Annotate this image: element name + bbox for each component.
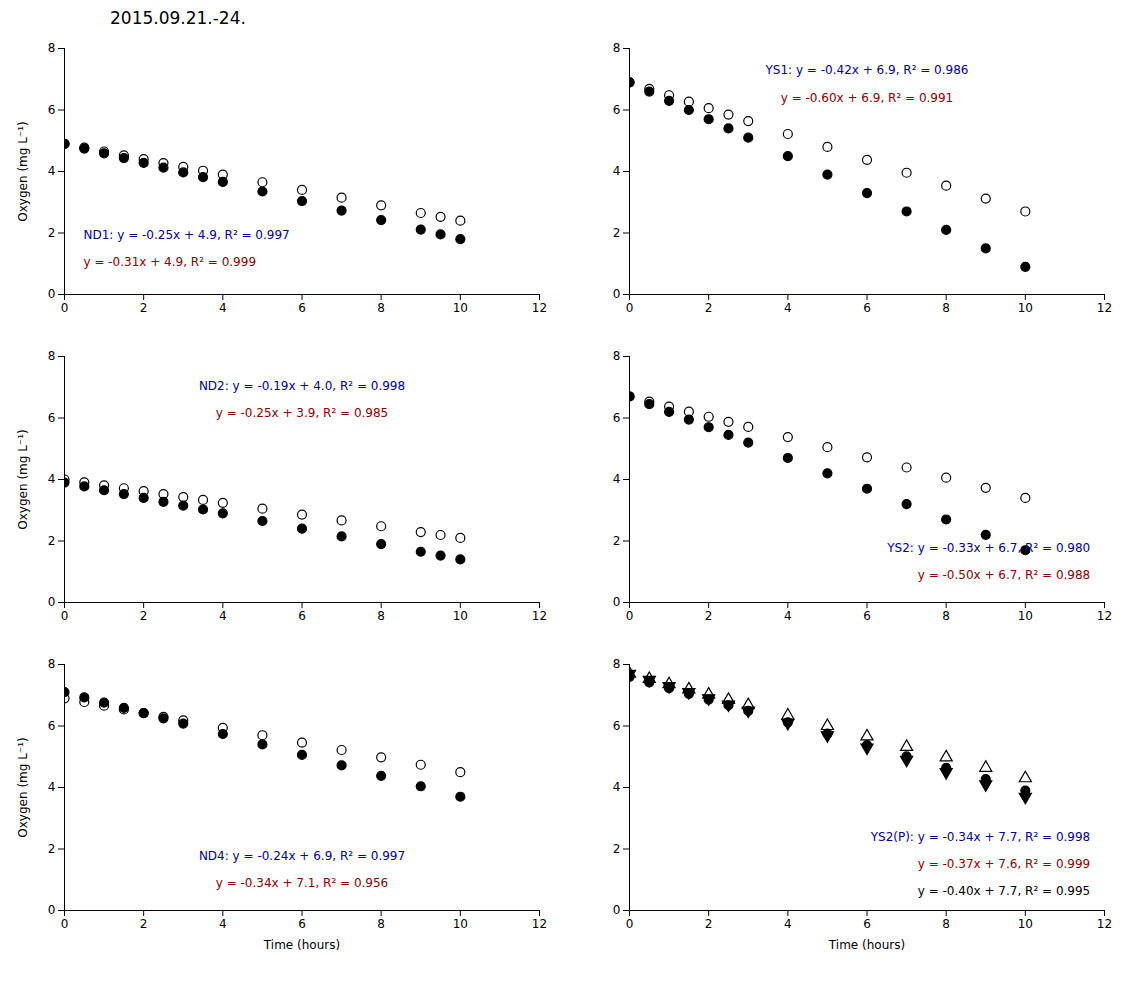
- svg-text:2: 2: [705, 917, 713, 931]
- svg-text:Oxygen (mg L⁻¹): Oxygen (mg L⁻¹): [16, 121, 30, 221]
- svg-text:4: 4: [613, 164, 621, 178]
- svg-text:10: 10: [453, 609, 468, 623]
- svg-text:y = -0.31x + 4.9, R² = 0.999: y = -0.31x + 4.9, R² = 0.999: [84, 255, 257, 269]
- svg-text:10: 10: [1018, 301, 1033, 315]
- svg-text:8: 8: [613, 657, 621, 671]
- svg-text:2: 2: [48, 842, 56, 856]
- svg-text:6: 6: [298, 301, 306, 315]
- svg-text:8: 8: [377, 609, 385, 623]
- svg-text:12: 12: [1097, 917, 1112, 931]
- svg-text:10: 10: [453, 301, 468, 315]
- svg-text:4: 4: [48, 164, 56, 178]
- svg-text:4: 4: [613, 780, 621, 794]
- svg-text:y = -0.50x + 6.7, R² = 0.988: y = -0.50x + 6.7, R² = 0.988: [918, 568, 1091, 582]
- svg-text:4: 4: [219, 301, 227, 315]
- svg-text:0: 0: [48, 903, 56, 917]
- svg-text:6: 6: [863, 609, 871, 623]
- svg-text:0: 0: [613, 287, 621, 301]
- svg-text:0: 0: [61, 301, 69, 315]
- svg-text:4: 4: [784, 301, 792, 315]
- svg-text:2: 2: [48, 534, 56, 548]
- svg-text:12: 12: [532, 609, 547, 623]
- svg-text:6: 6: [48, 411, 56, 425]
- svg-text:YS2: y = -0.33x + 6.7, R² = 0.: YS2: y = -0.33x + 6.7, R² = 0.980: [886, 541, 1090, 555]
- svg-text:12: 12: [1097, 301, 1112, 315]
- svg-text:4: 4: [784, 917, 792, 931]
- svg-text:8: 8: [48, 41, 56, 55]
- svg-text:6: 6: [298, 917, 306, 931]
- svg-text:4: 4: [219, 609, 227, 623]
- svg-text:Oxygen (mg L⁻¹): Oxygen (mg L⁻¹): [16, 737, 30, 837]
- svg-text:4: 4: [48, 780, 56, 794]
- svg-text:8: 8: [377, 301, 385, 315]
- svg-text:YS2(P): y = -0.34x + 7.7, R² =: YS2(P): y = -0.34x + 7.7, R² = 0.998: [870, 830, 1091, 844]
- svg-text:8: 8: [942, 301, 950, 315]
- svg-text:12: 12: [532, 917, 547, 931]
- svg-text:4: 4: [784, 609, 792, 623]
- svg-text:8: 8: [613, 349, 621, 363]
- svg-text:Time (hours): Time (hours): [828, 938, 905, 952]
- svg-text:6: 6: [613, 103, 621, 117]
- svg-text:2: 2: [705, 609, 713, 623]
- svg-text:0: 0: [61, 609, 69, 623]
- svg-text:2: 2: [140, 609, 148, 623]
- svg-text:2: 2: [48, 226, 56, 240]
- svg-text:2: 2: [705, 301, 713, 315]
- svg-text:y = -0.34x + 7.1, R² = 0.956: y = -0.34x + 7.1, R² = 0.956: [216, 876, 389, 890]
- svg-text:2: 2: [140, 301, 148, 315]
- svg-text:ND4: y = -0.24x + 6.9, R² = 0.: ND4: y = -0.24x + 6.9, R² = 0.997: [199, 849, 405, 863]
- html-text:2015.09.21.-24.: 2015.09.21.-24.: [110, 8, 246, 28]
- svg-text:0: 0: [61, 917, 69, 931]
- svg-text:0: 0: [626, 917, 634, 931]
- svg-text:8: 8: [377, 917, 385, 931]
- svg-text:8: 8: [48, 349, 56, 363]
- svg-text:6: 6: [48, 719, 56, 733]
- svg-text:0: 0: [613, 903, 621, 917]
- svg-text:6: 6: [863, 917, 871, 931]
- svg-text:ND1: y = -0.25x + 4.9, R² = 0.: ND1: y = -0.25x + 4.9, R² = 0.997: [84, 228, 290, 242]
- svg-text:0: 0: [48, 595, 56, 609]
- svg-text:2: 2: [613, 534, 621, 548]
- svg-text:10: 10: [453, 917, 468, 931]
- svg-text:4: 4: [48, 472, 56, 486]
- svg-text:y = -0.40x + 7.7, R² = 0.995: y = -0.40x + 7.7, R² = 0.995: [918, 884, 1091, 898]
- svg-text:10: 10: [1018, 917, 1033, 931]
- svg-text:ND2: y = -0.19x + 4.0, R² = 0.: ND2: y = -0.19x + 4.0, R² = 0.998: [199, 379, 405, 393]
- svg-text:y = -0.37x + 7.6, R² = 0.999: y = -0.37x + 7.6, R² = 0.999: [918, 857, 1091, 871]
- svg-text:8: 8: [942, 917, 950, 931]
- svg-text:0: 0: [626, 609, 634, 623]
- svg-text:y = -0.25x + 3.9, R² = 0.985: y = -0.25x + 3.9, R² = 0.985: [216, 406, 389, 420]
- svg-text:4: 4: [613, 472, 621, 486]
- svg-text:8: 8: [48, 657, 56, 671]
- svg-text:YS1: y = -0.42x + 6.9, R² = 0.: YS1: y = -0.42x + 6.9, R² = 0.986: [765, 63, 969, 77]
- svg-text:6: 6: [48, 103, 56, 117]
- svg-text:4: 4: [219, 917, 227, 931]
- svg-text:12: 12: [532, 301, 547, 315]
- svg-text:2: 2: [613, 226, 621, 240]
- svg-text:6: 6: [613, 411, 621, 425]
- svg-text:0: 0: [626, 301, 634, 315]
- svg-text:0: 0: [613, 595, 621, 609]
- svg-text:12: 12: [1097, 609, 1112, 623]
- svg-text:0: 0: [48, 287, 56, 301]
- svg-text:6: 6: [863, 301, 871, 315]
- svg-text:y = -0.60x + 6.9, R² = 0.991: y = -0.60x + 6.9, R² = 0.991: [781, 91, 954, 105]
- svg-text:6: 6: [613, 719, 621, 733]
- svg-text:10: 10: [1018, 609, 1033, 623]
- svg-text:Time (hours): Time (hours): [263, 938, 340, 952]
- svg-text:2: 2: [140, 917, 148, 931]
- svg-text:6: 6: [298, 609, 306, 623]
- svg-text:8: 8: [942, 609, 950, 623]
- svg-text:Oxygen (mg L⁻¹): Oxygen (mg L⁻¹): [16, 429, 30, 529]
- svg-text:2: 2: [613, 842, 621, 856]
- svg-text:8: 8: [613, 41, 621, 55]
